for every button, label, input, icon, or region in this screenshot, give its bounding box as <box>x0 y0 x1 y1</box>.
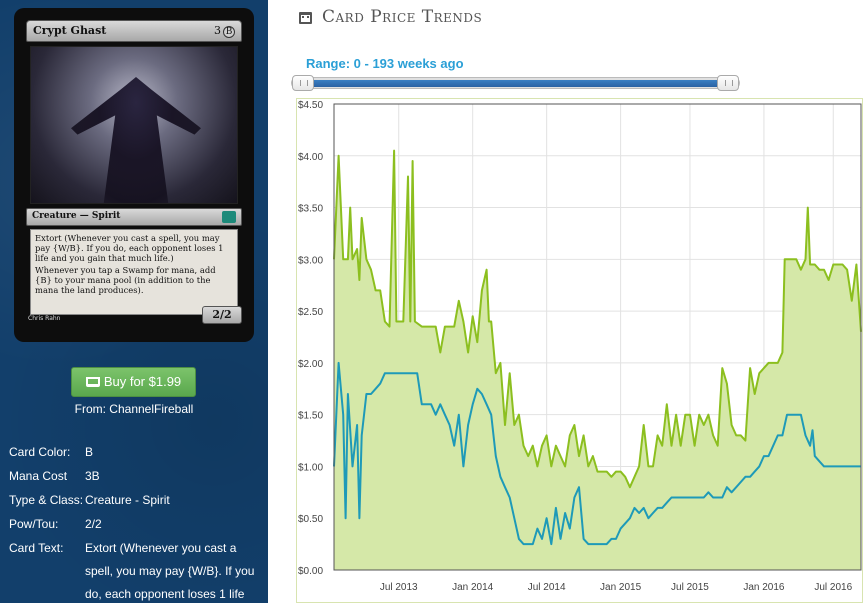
y-tick-label: $3.00 <box>298 255 323 266</box>
attr-label: Card Text: <box>9 541 64 555</box>
seller-label: From: ChannelFireball <box>74 402 194 416</box>
panel-title: Card Price Trends <box>322 7 483 27</box>
card-rules-box: Extort (Whenever you cast a spell, you m… <box>30 229 238 315</box>
buy-button-label: Buy for $1.99 <box>103 374 182 389</box>
y-tick-label: $0.00 <box>298 566 323 577</box>
x-tick-label: Jul 2014 <box>528 582 566 593</box>
card-rules-swamp: Whenever you tap a Swamp for mana, add {… <box>35 265 216 295</box>
buy-button[interactable]: Buy for $1.99 <box>71 367 196 397</box>
series-buy-line <box>333 361 861 546</box>
attr-label: Card Color: <box>9 445 71 459</box>
x-tick-label: Jul 2013 <box>380 582 418 593</box>
card-power-toughness: 2/2 <box>202 306 242 324</box>
y-tick-label: $3.50 <box>298 204 323 215</box>
x-tick-label: Jan 2016 <box>743 582 785 593</box>
y-tick-label: $0.50 <box>298 514 323 525</box>
cart-icon <box>85 377 100 387</box>
black-mana-icon: B <box>223 26 235 38</box>
card-name: Crypt Ghast <box>33 24 107 37</box>
range-slider-handle-start[interactable] <box>292 75 314 91</box>
attr-mana-cost: Mana Cost 3B <box>9 465 100 488</box>
range-label: Range: 0 - 193 weeks ago <box>306 56 464 71</box>
card-type-bar: Creature — Spirit <box>26 208 242 226</box>
attr-value: 2/2 <box>85 517 102 531</box>
card-art <box>30 46 238 204</box>
attr-value: Creature - Spirit <box>85 493 170 507</box>
card-artist: Chris Rahn <box>28 315 61 322</box>
y-tick-label: $2.50 <box>298 307 323 318</box>
attr-pow-tou: Pow/Tou: 2/2 <box>9 513 102 536</box>
attr-label: Type & Class: <box>9 493 84 507</box>
x-tick-label: Jan 2015 <box>600 582 642 593</box>
price-chart: $0.00 $0.50 $1.00 $1.50 $2.00 $2.50 $3.00 $3.50… <box>296 98 863 603</box>
attr-value: B <box>85 445 94 459</box>
range-slider[interactable] <box>291 75 740 91</box>
range-slider-fill <box>302 80 727 87</box>
y-tick-label: $2.00 <box>298 359 323 370</box>
attr-card-color: Card Color: B <box>9 441 93 464</box>
series-fair-line <box>333 149 862 489</box>
x-tick-label: Jul 2015 <box>671 582 709 593</box>
x-tick-label: Jan 2014 <box>452 582 494 593</box>
price-chart-svg: $0.00 $0.50 $1.00 $1.50 $2.00 $2.50 $3.00 $3.50… <box>296 98 863 603</box>
y-tick-label: $4.00 <box>298 152 323 163</box>
ghost-figure-icon <box>71 77 201 203</box>
card-rules-extort: Extort (Whenever you cast a spell, you m… <box>35 233 224 263</box>
attr-label: Mana Cost <box>9 469 68 483</box>
y-tick-label: $4.50 <box>298 100 323 111</box>
x-tick-label: Jul 2016 <box>814 582 852 593</box>
attr-value: 3B <box>85 469 100 483</box>
calendar-icon <box>299 12 312 24</box>
attr-type-class: Type & Class: Creature - Spirit <box>9 489 170 512</box>
range-slider-handle-end[interactable] <box>717 75 739 91</box>
attr-value: Extort (Whenever you cast a spell, you m… <box>85 541 255 601</box>
card-type-line: Creature — Spirit <box>32 211 121 221</box>
series-fair-area <box>334 150 861 570</box>
y-tick-label: $1.00 <box>298 462 323 473</box>
attr-label: Pow/Tou: <box>9 517 59 531</box>
y-tick-label: $1.50 <box>298 411 323 422</box>
plot-border <box>333 103 862 571</box>
set-symbol-icon <box>222 211 236 223</box>
